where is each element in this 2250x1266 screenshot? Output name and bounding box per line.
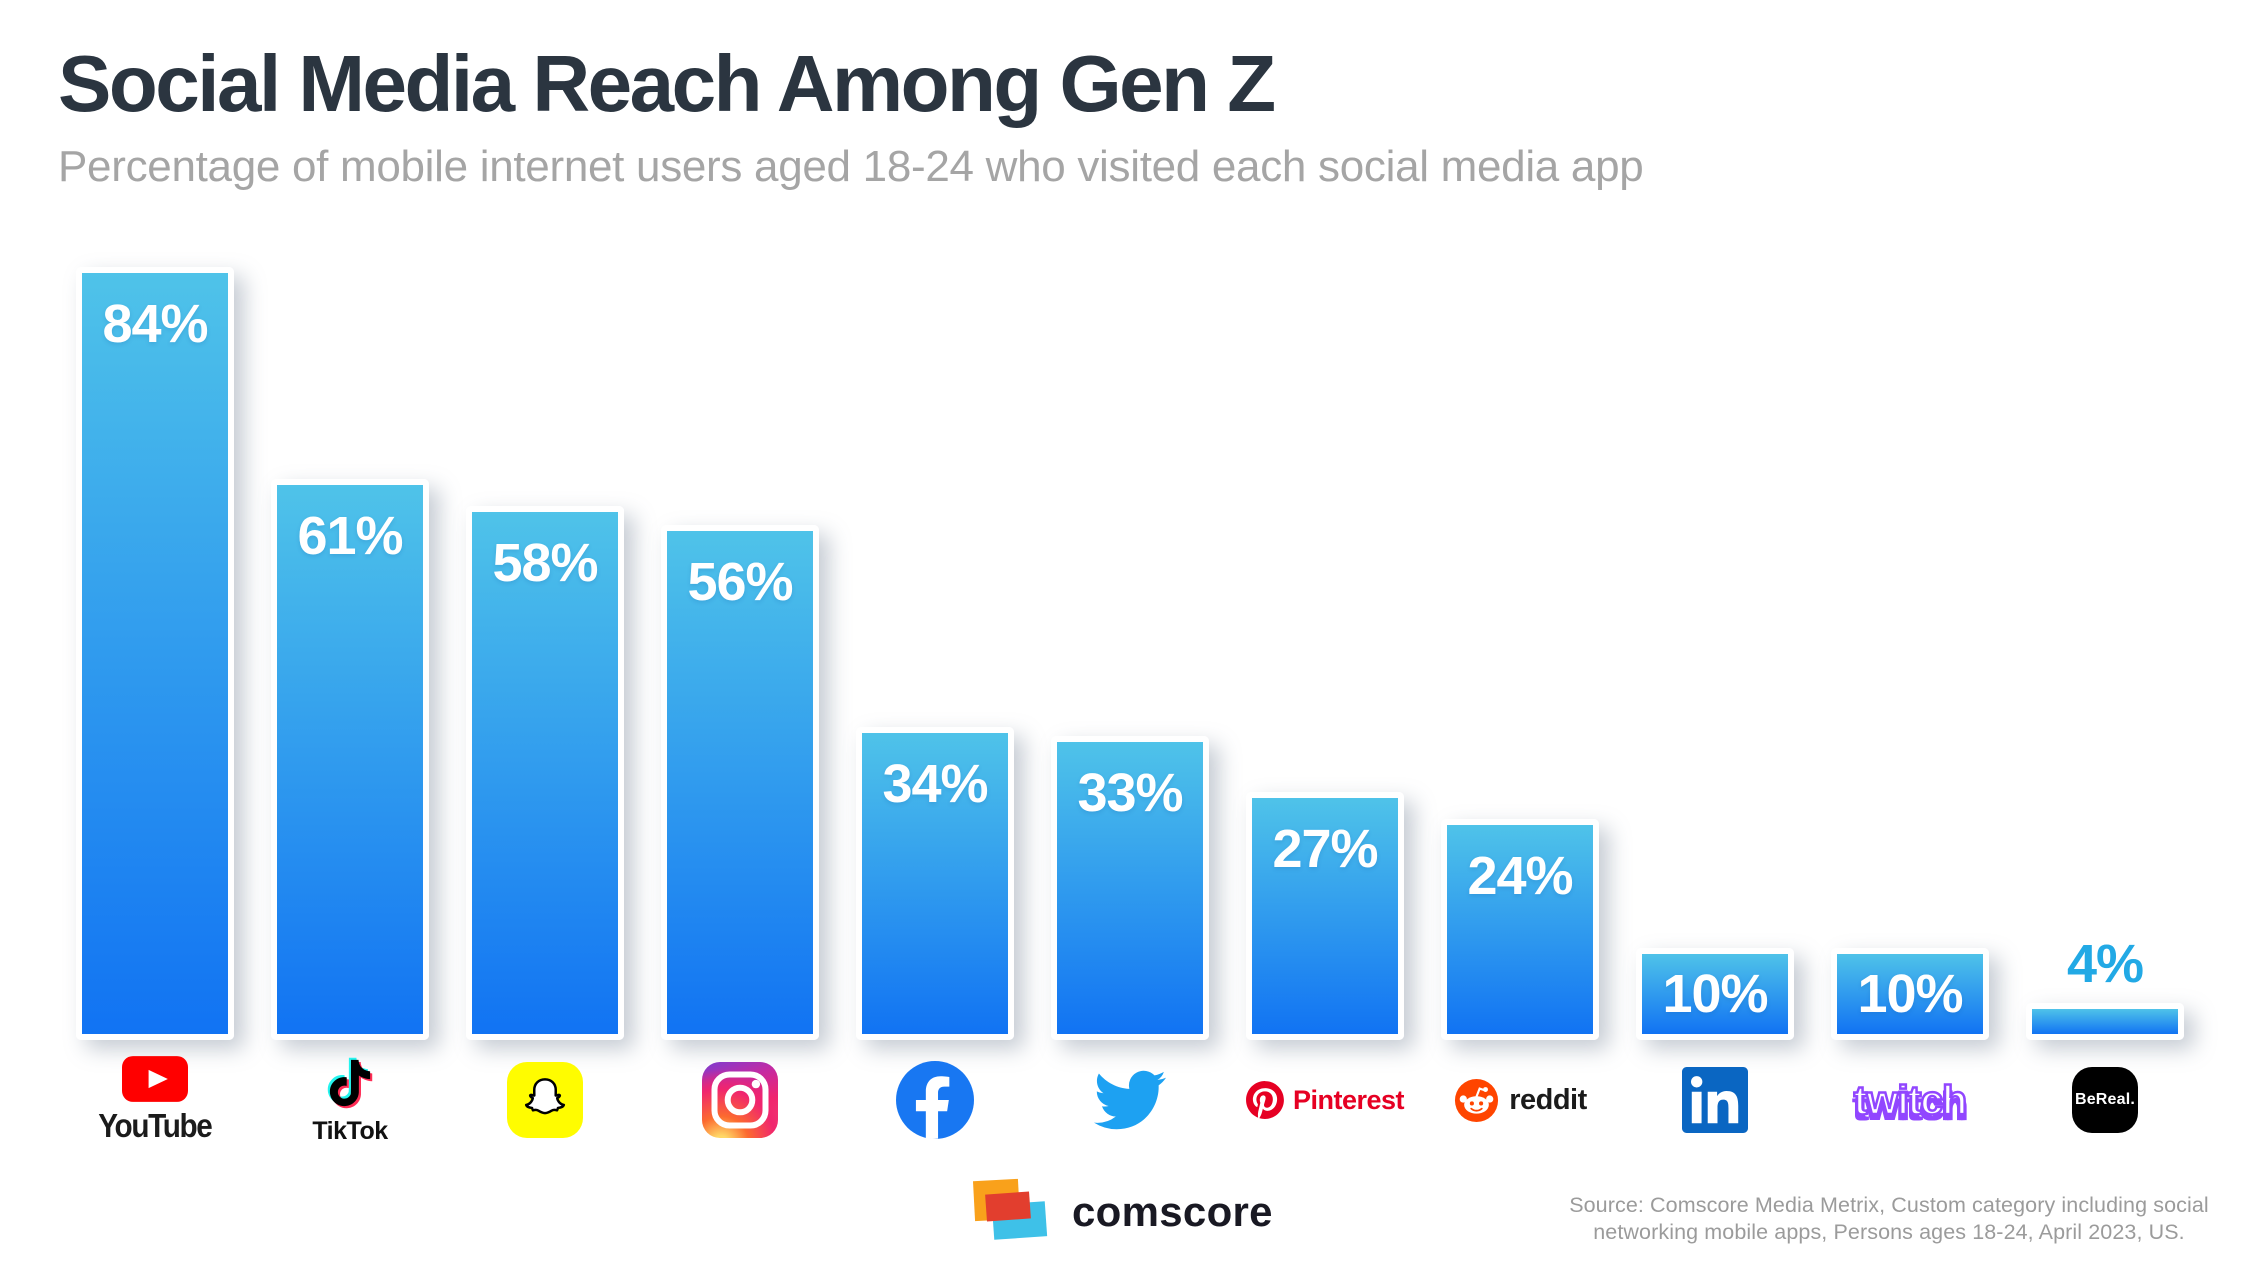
bar-value-label: 27% xyxy=(1272,819,1378,879)
bar-pinterest: 27% xyxy=(1246,792,1404,1040)
bar-value-label: 56% xyxy=(687,552,793,612)
bereal-wordmark: BeReal. xyxy=(2074,1091,2136,1108)
pinterest-wordmark: Pinterest xyxy=(1292,1084,1405,1115)
chart-title: Social Media Reach Among Gen Z xyxy=(58,39,1276,128)
bar-tiktok: 61% xyxy=(271,479,429,1040)
facebook-icon xyxy=(896,1061,974,1139)
bar-value-label: 33% xyxy=(1077,763,1183,823)
snapchat-ghost-icon xyxy=(524,1078,566,1115)
source-line-1: Source: Comscore Media Metrix, Custom ca… xyxy=(1569,1193,2209,1217)
comscore-logo: comscore xyxy=(972,1178,1273,1244)
platform-logo-snapchat xyxy=(466,1046,624,1154)
pinterest-icon xyxy=(1246,1081,1284,1119)
bar-instagram: 56% xyxy=(661,525,819,1040)
comscore-icon-red-screen xyxy=(985,1191,1031,1222)
bar-facebook: 34% xyxy=(856,727,1014,1040)
twitch-wordmark-icon: twitch xyxy=(1853,1075,1969,1124)
platform-logo-twitter xyxy=(1051,1046,1209,1154)
snapchat-icon xyxy=(507,1062,583,1138)
platform-logo-twitch: twitch xyxy=(1831,1046,1989,1154)
source-text: Source: Comscore Media Metrix, Custom ca… xyxy=(1532,1192,2246,1246)
reddit-icon xyxy=(1455,1078,1499,1122)
bar-value-label: 10% xyxy=(1662,964,1768,1024)
chart-subtitle: Percentage of mobile internet users aged… xyxy=(58,142,1644,191)
bar-snapchat: 58% xyxy=(466,506,624,1040)
bar-youtube: 84% xyxy=(76,267,234,1040)
bar-value-label: 84% xyxy=(102,294,208,354)
instagram-camera-icon xyxy=(711,1071,769,1129)
source-line-2: networking mobile apps, Persons ages 18-… xyxy=(1593,1220,2185,1244)
platform-logo-reddit: reddit xyxy=(1441,1046,1599,1154)
platform-logo-youtube: YouTube xyxy=(76,1046,234,1154)
platform-logo-instagram xyxy=(661,1046,819,1154)
platform-logo-pinterest: Pinterest xyxy=(1246,1046,1405,1154)
bar-twitch: 10% xyxy=(1831,948,1989,1040)
bar-value-label: 10% xyxy=(1857,964,1963,1024)
platform-logo-linkedin xyxy=(1636,1046,1794,1154)
comscore-wordmark: comscore xyxy=(1072,1188,1273,1235)
linkedin-icon xyxy=(1682,1067,1748,1133)
bar-value-label: 61% xyxy=(297,506,403,566)
platform-logo-tiktok: TikTok xyxy=(271,1046,429,1154)
youtube-icon xyxy=(122,1055,188,1102)
bar-value-label: 58% xyxy=(492,533,598,593)
bar-reddit: 24% xyxy=(1441,819,1599,1040)
bereal-icon: BeReal. xyxy=(2072,1067,2138,1133)
bar-bereal xyxy=(2026,1003,2184,1040)
comscore-icon xyxy=(972,1178,1048,1244)
bar-value-label: 24% xyxy=(1467,846,1573,906)
youtube-wordmark: YouTube xyxy=(98,1106,213,1144)
bar-linkedin: 10% xyxy=(1636,948,1794,1040)
tiktok-wordmark: TikTok xyxy=(312,1117,388,1145)
reddit-wordmark: reddit xyxy=(1509,1083,1587,1116)
twitter-bird-icon xyxy=(1094,1070,1166,1130)
instagram-icon xyxy=(702,1062,778,1138)
bar-value-label: 34% xyxy=(882,754,988,814)
bar-twitter: 33% xyxy=(1051,736,1209,1040)
platform-logo-facebook xyxy=(856,1046,1014,1154)
platform-logo-bereal: BeReal. xyxy=(2026,1046,2184,1154)
bar-value-label-outside: 4% xyxy=(2066,934,2144,994)
tiktok-icon xyxy=(327,1057,373,1109)
